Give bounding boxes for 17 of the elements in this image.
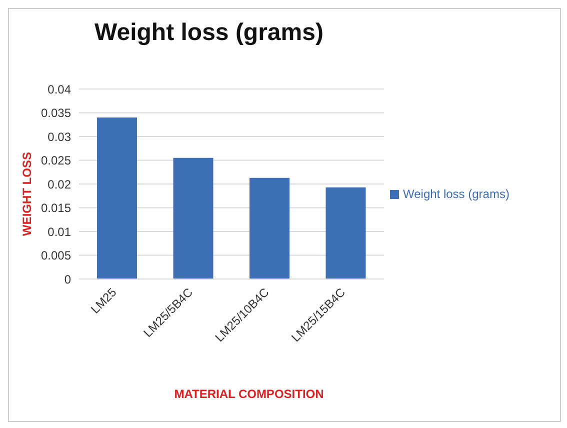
y-tick-label: 0.025 <box>40 154 72 168</box>
legend-label: Weight loss (grams) <box>403 187 510 201</box>
bar <box>97 118 137 279</box>
bar <box>326 187 366 279</box>
y-tick-label: 0.03 <box>48 130 72 144</box>
y-tick-label: 0.035 <box>40 106 72 120</box>
bar <box>173 158 214 279</box>
y-tick-label: 0 <box>64 272 72 286</box>
x-axis-title: MATERIAL COMPOSITION <box>173 387 325 401</box>
y-tick-label: 0.02 <box>48 177 72 192</box>
y-tick-label: 0.015 <box>40 201 72 216</box>
chart-title: Weight loss (grams) <box>94 19 324 47</box>
y-tick-label: 0.01 <box>48 224 72 239</box>
bar <box>250 178 290 279</box>
y-tick-label: 0.005 <box>40 248 72 263</box>
y-tick-label: 0.04 <box>48 82 72 96</box>
y-axis-title: WEIGHT LOSS <box>20 152 34 236</box>
